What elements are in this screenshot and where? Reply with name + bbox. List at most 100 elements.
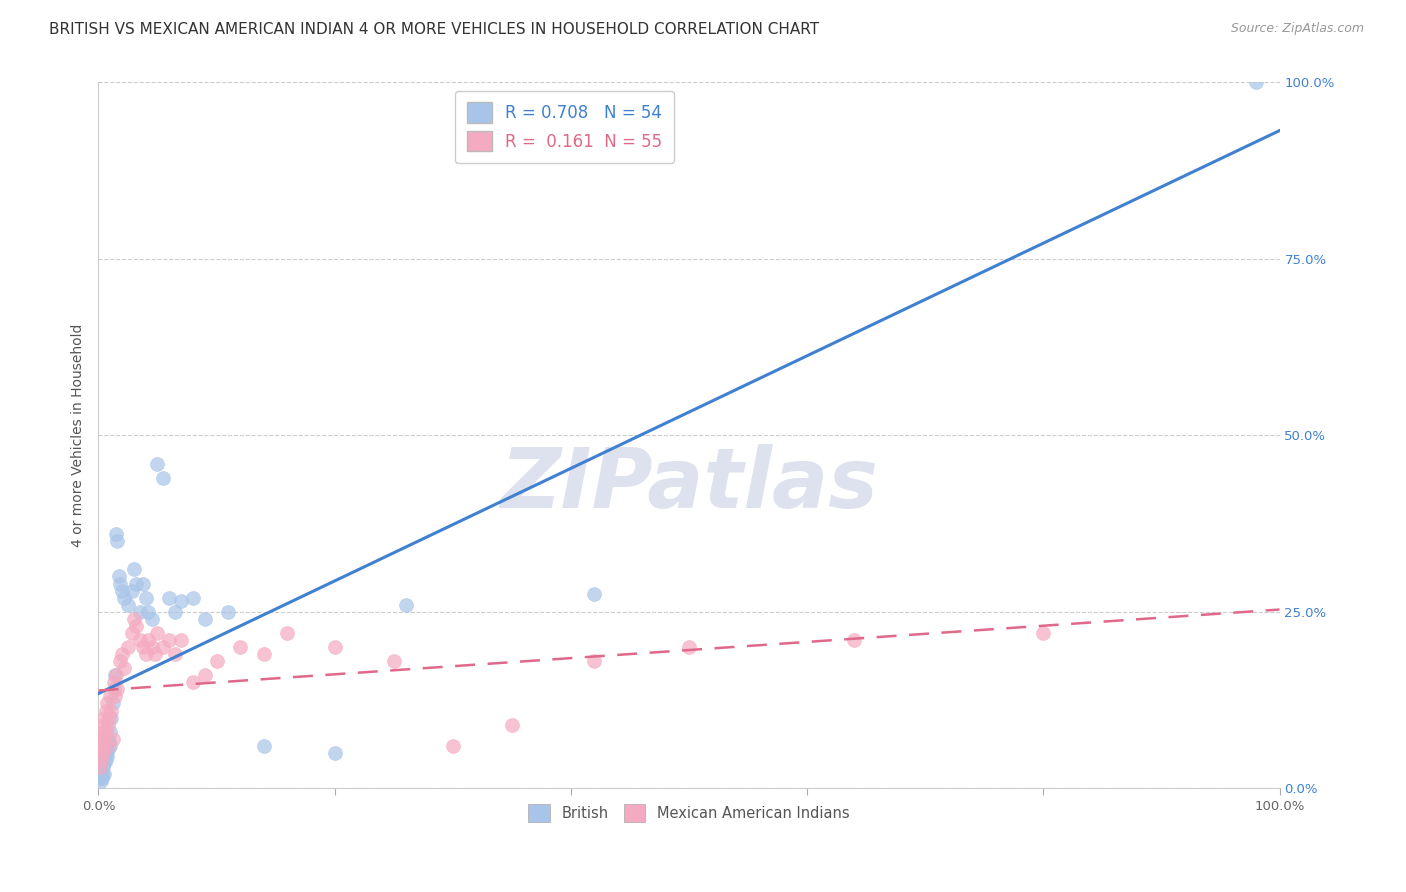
Point bbox=[323, 640, 346, 654]
Point bbox=[97, 717, 120, 731]
Point bbox=[105, 527, 128, 541]
Point bbox=[90, 764, 112, 778]
Point bbox=[146, 626, 169, 640]
Text: ZIPatlas: ZIPatlas bbox=[501, 444, 877, 525]
Point bbox=[844, 632, 866, 647]
Point bbox=[141, 640, 163, 654]
Point bbox=[165, 605, 187, 619]
Point bbox=[125, 619, 148, 633]
Point bbox=[91, 756, 114, 771]
Point bbox=[170, 594, 193, 608]
Point bbox=[132, 640, 155, 654]
Point bbox=[112, 661, 135, 675]
Point bbox=[152, 470, 174, 484]
Point bbox=[165, 647, 187, 661]
Point bbox=[97, 742, 120, 756]
Point bbox=[394, 598, 416, 612]
Point bbox=[122, 612, 145, 626]
Point bbox=[181, 591, 204, 605]
Point bbox=[135, 647, 157, 661]
Point bbox=[105, 668, 128, 682]
Point bbox=[93, 767, 115, 781]
Point bbox=[108, 654, 131, 668]
Point bbox=[583, 587, 606, 601]
Point bbox=[141, 612, 163, 626]
Point bbox=[103, 675, 125, 690]
Point bbox=[98, 690, 121, 704]
Point bbox=[128, 605, 150, 619]
Point bbox=[91, 760, 114, 774]
Point bbox=[97, 731, 120, 746]
Point bbox=[122, 562, 145, 576]
Point bbox=[94, 704, 117, 718]
Point bbox=[1032, 626, 1054, 640]
Point bbox=[96, 749, 118, 764]
Point bbox=[583, 654, 606, 668]
Point bbox=[111, 583, 134, 598]
Point bbox=[128, 632, 150, 647]
Point bbox=[276, 626, 298, 640]
Point bbox=[89, 760, 111, 774]
Point bbox=[253, 647, 276, 661]
Point bbox=[205, 654, 228, 668]
Point bbox=[181, 675, 204, 690]
Point bbox=[94, 746, 117, 760]
Point bbox=[91, 739, 114, 753]
Point bbox=[217, 605, 239, 619]
Point bbox=[100, 710, 122, 724]
Point bbox=[91, 717, 114, 731]
Point bbox=[117, 598, 139, 612]
Point bbox=[90, 774, 112, 789]
Point bbox=[96, 697, 118, 711]
Point bbox=[91, 771, 114, 785]
Point bbox=[96, 739, 118, 753]
Point bbox=[90, 753, 112, 767]
Point bbox=[107, 569, 129, 583]
Point bbox=[91, 767, 114, 781]
Point bbox=[501, 717, 523, 731]
Text: BRITISH VS MEXICAN AMERICAN INDIAN 4 OR MORE VEHICLES IN HOUSEHOLD CORRELATION C: BRITISH VS MEXICAN AMERICAN INDIAN 4 OR … bbox=[49, 22, 820, 37]
Point bbox=[94, 753, 117, 767]
Point bbox=[89, 746, 111, 760]
Point bbox=[323, 746, 346, 760]
Point bbox=[121, 626, 143, 640]
Point bbox=[94, 724, 117, 739]
Y-axis label: 4 or more Vehicles in Household: 4 or more Vehicles in Household bbox=[72, 324, 86, 547]
Point bbox=[125, 576, 148, 591]
Point bbox=[382, 654, 405, 668]
Point bbox=[194, 612, 217, 626]
Point bbox=[152, 640, 174, 654]
Point bbox=[136, 605, 159, 619]
Point bbox=[105, 682, 128, 697]
Point bbox=[93, 731, 115, 746]
Point bbox=[103, 682, 125, 697]
Point bbox=[90, 760, 112, 774]
Point bbox=[98, 710, 121, 724]
Point bbox=[105, 534, 128, 549]
Point bbox=[229, 640, 252, 654]
Point bbox=[96, 739, 118, 753]
Point bbox=[135, 591, 157, 605]
Point bbox=[1244, 75, 1267, 89]
Point bbox=[89, 771, 111, 785]
Point bbox=[100, 704, 122, 718]
Point bbox=[143, 647, 166, 661]
Legend: British, Mexican American Indians: British, Mexican American Indians bbox=[516, 793, 862, 834]
Point bbox=[170, 632, 193, 647]
Point bbox=[132, 576, 155, 591]
Point bbox=[157, 632, 180, 647]
Point bbox=[136, 632, 159, 647]
Point bbox=[91, 724, 114, 739]
Point bbox=[91, 746, 114, 760]
Point bbox=[678, 640, 700, 654]
Text: Source: ZipAtlas.com: Source: ZipAtlas.com bbox=[1230, 22, 1364, 36]
Point bbox=[253, 739, 276, 753]
Point bbox=[157, 591, 180, 605]
Point bbox=[89, 767, 111, 781]
Point bbox=[101, 697, 124, 711]
Point bbox=[194, 668, 217, 682]
Point bbox=[117, 640, 139, 654]
Point bbox=[93, 756, 115, 771]
Point bbox=[146, 457, 169, 471]
Point bbox=[121, 583, 143, 598]
